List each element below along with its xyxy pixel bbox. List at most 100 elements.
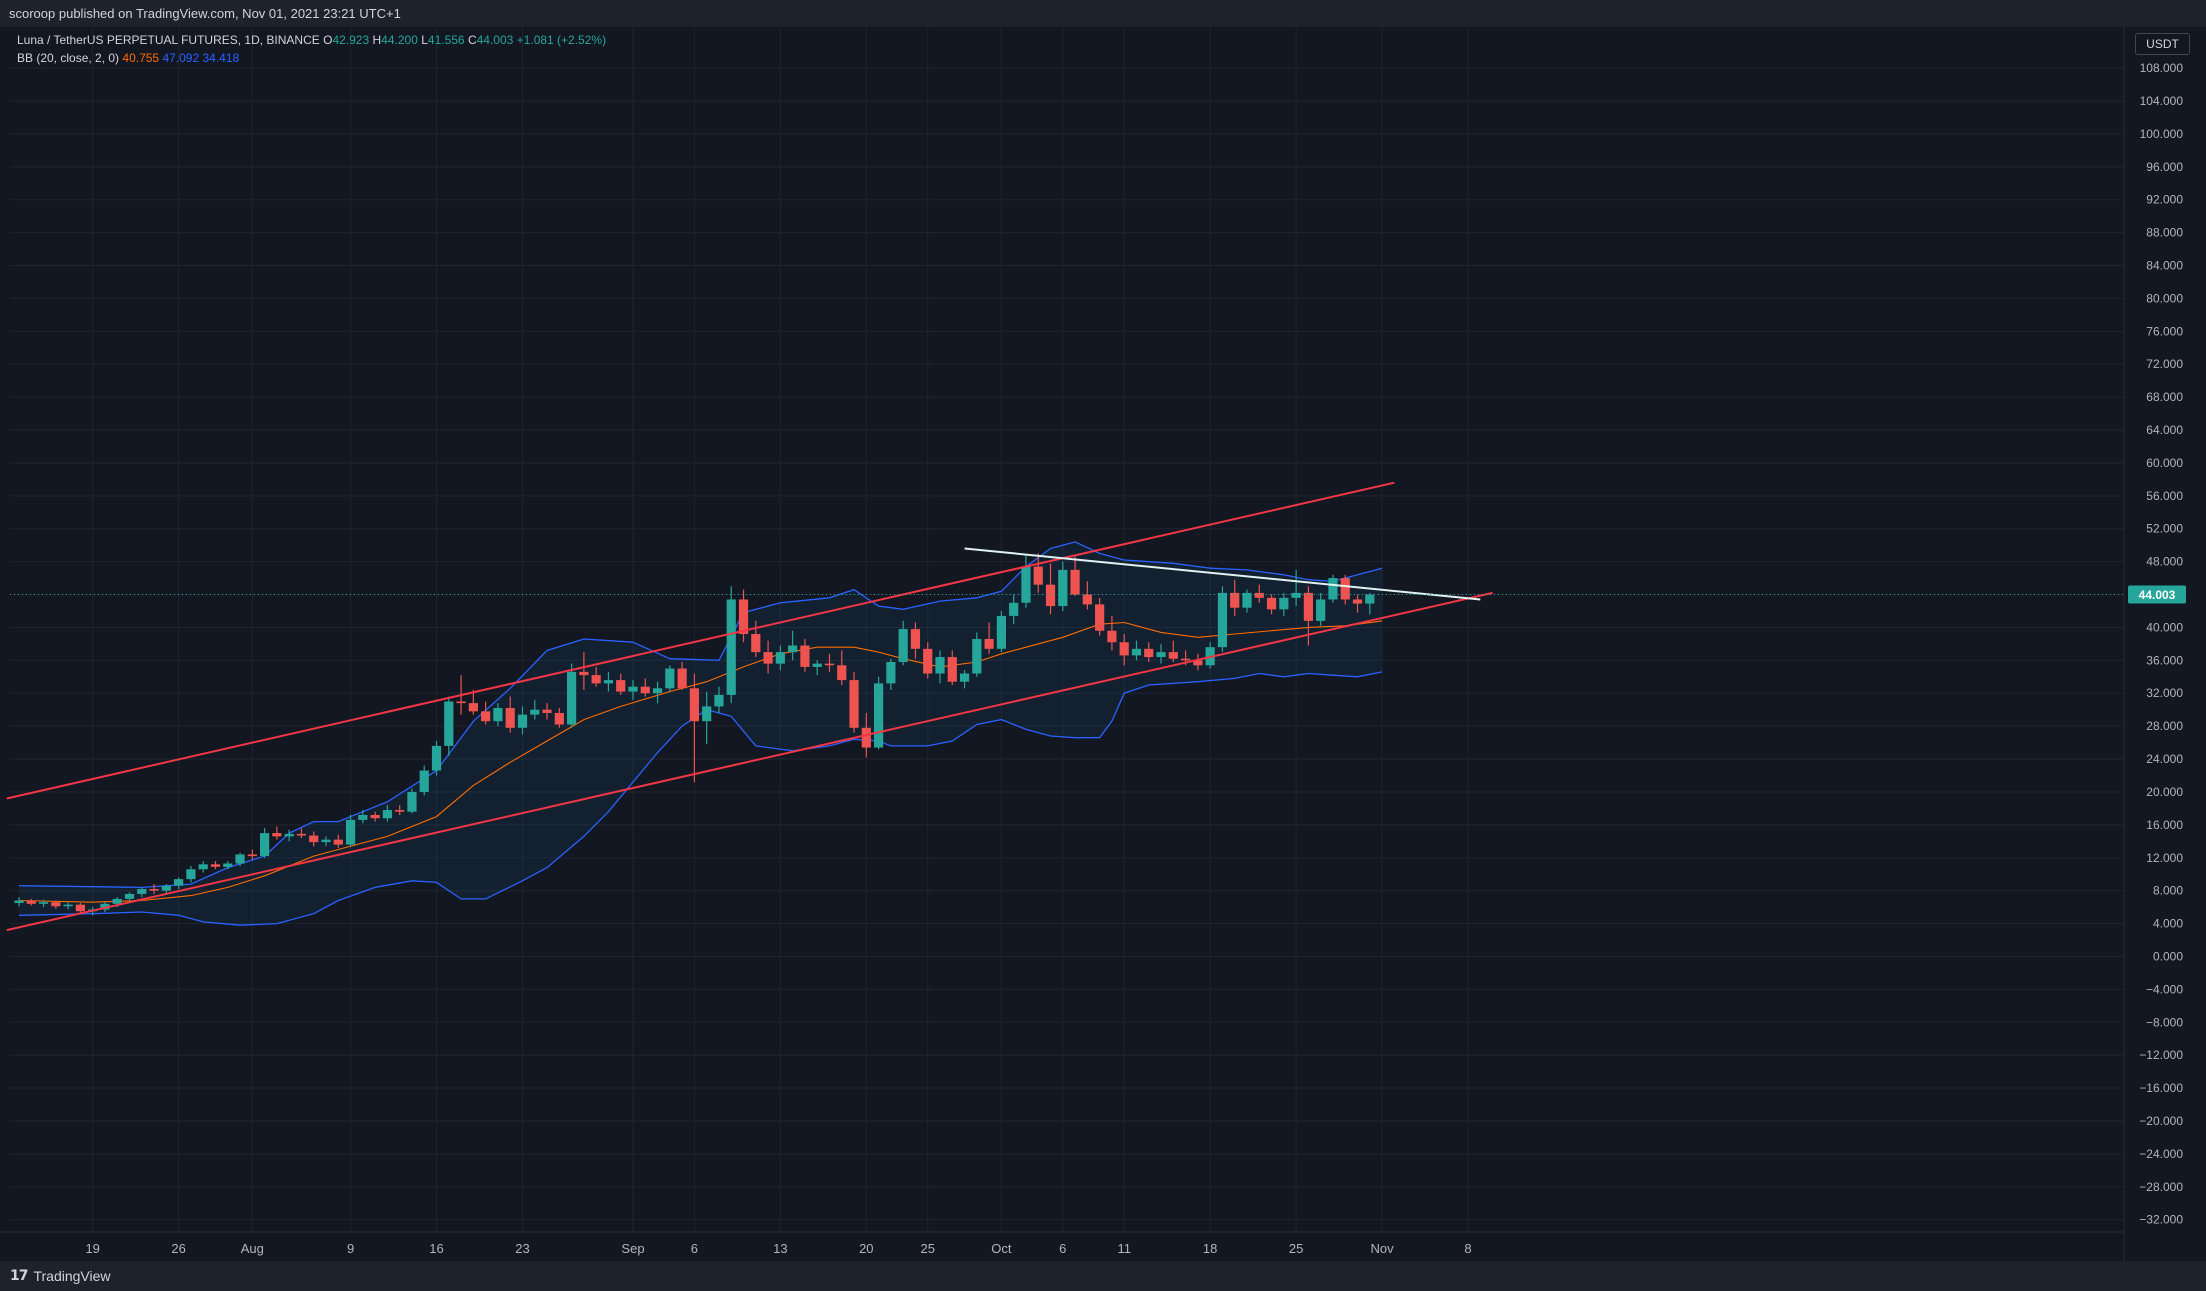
candle-body [996,615,1006,649]
candle [1156,643,1166,664]
candle [1266,594,1277,615]
candle-body [1193,660,1203,666]
time-tick-label: 25 [1289,1241,1303,1256]
time-tick-label: 26 [171,1241,185,1256]
candle-body [591,675,601,684]
candle-body [959,673,970,682]
candle-body [100,903,110,910]
open-label: O [323,33,333,47]
candle-body [333,839,343,845]
candle-body [714,694,724,707]
candle [431,740,442,776]
currency-unit-button[interactable]: USDT [2135,33,2190,55]
candle-body [223,863,233,867]
candle-body [1316,599,1326,621]
candle-body [444,701,454,746]
candle-body [1045,584,1056,607]
candle [1316,592,1326,626]
candle-body [886,661,896,684]
candle-body [1095,604,1105,631]
price-chart[interactable]: 108.000104.000100.00096.00092.00088.0008… [0,27,2206,1261]
candle [223,861,233,870]
candle-body [1156,652,1166,658]
candle [75,902,85,914]
bb-fill [19,541,1383,926]
axes: 108.000104.000100.00096.00092.00088.0008… [0,27,2186,1261]
price-tick-label: 48.000 [2146,555,2183,569]
candle-body [849,680,859,728]
candle-body [1279,597,1289,610]
drawn-trendlines[interactable] [6,481,2124,932]
last-price-label: 44.003 [2139,588,2176,602]
symbol-title[interactable]: Luna / TetherUS PERPETUAL FUTURES, 1D, B… [17,33,320,47]
grid [10,27,2124,1232]
price-tick-label: 108.000 [2140,61,2184,75]
candle-body [517,714,528,728]
candle [947,650,957,686]
candle [210,861,221,870]
candle-body [1181,658,1191,661]
candle [1119,634,1129,666]
candle [1365,592,1375,615]
price-tick-label: −32.000 [2139,1213,2183,1227]
candle-body [824,663,835,666]
candle-body [1119,642,1129,656]
candle [702,691,712,745]
candle [395,805,405,815]
candle [468,689,478,715]
candle-body [309,835,319,843]
candle [788,630,798,661]
candle [1340,574,1350,605]
price-tick-label: 56.000 [2146,489,2183,503]
tradingview-brand[interactable]: 17 TradingView [10,1268,111,1284]
candle [616,673,626,695]
candle [579,652,589,690]
change-value: +1.081 (+2.52%) [516,33,607,47]
candle [137,887,147,898]
candle [444,696,454,756]
candle [493,703,503,727]
candle [1193,653,1203,671]
candle [530,699,540,720]
price-tick-label: 36.000 [2146,653,2183,667]
candle [984,622,994,654]
currency-unit-label: USDT [2146,37,2179,51]
candle-body [800,645,810,667]
candle [689,673,699,783]
candle [665,665,675,692]
time-tick-label: 13 [773,1241,787,1256]
candle [923,642,933,679]
candle-body [1242,592,1252,608]
time-tick-label: 8 [1464,1241,1471,1256]
candle-body [689,688,699,722]
candle [1230,579,1240,616]
candle-body [198,864,208,870]
price-tick-label: 88.000 [2146,226,2183,240]
candle [959,670,970,689]
candle [714,686,724,713]
candle-body [345,819,356,845]
candle [419,765,429,796]
candle [345,814,356,847]
candle [824,653,835,672]
candle [1058,561,1068,611]
channel-lower-line [6,591,1493,932]
candle [296,828,307,839]
candle [837,650,847,686]
low-value: 41.556 [427,33,465,47]
candle [640,678,650,697]
price-tick-label: −4.000 [2146,982,2183,996]
publisher-line: scoroop published on TradingView.com, No… [9,6,401,21]
close-label: C [467,33,477,47]
bb-label[interactable]: BB (20, close, 2, 0) [17,51,120,65]
candle-body [235,854,245,864]
candle [1254,584,1264,603]
price-tick-label: 76.000 [2146,324,2183,338]
candle [1070,556,1080,597]
candle [849,671,859,733]
candle [800,638,810,672]
candle-body [75,904,85,912]
price-tick-label: 60.000 [2146,456,2183,470]
candle [186,865,196,883]
candle [309,831,319,847]
